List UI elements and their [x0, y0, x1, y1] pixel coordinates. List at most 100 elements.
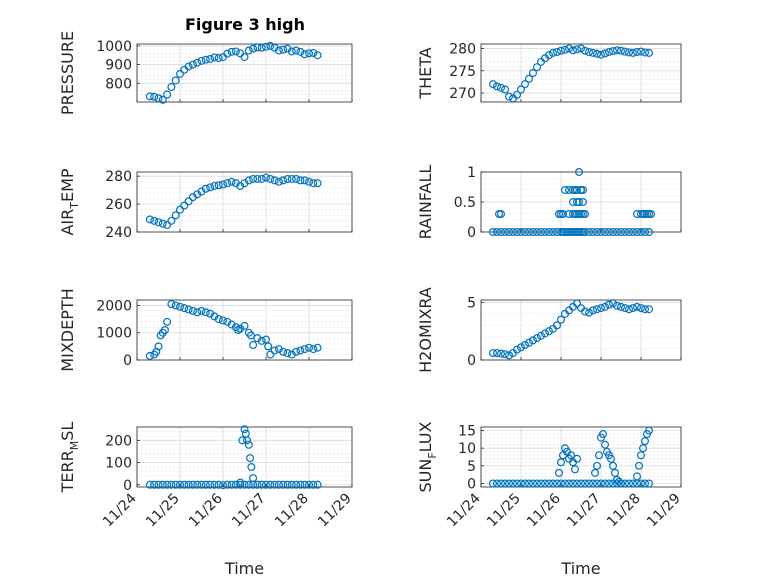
data-point — [266, 480, 275, 489]
data-point — [600, 228, 609, 237]
data-point — [505, 92, 514, 101]
y-axis-label: MIXDEPTH — [58, 288, 77, 371]
data-point — [150, 216, 159, 225]
data-point — [572, 479, 581, 488]
data-point — [266, 41, 275, 50]
y-axis-label: THETA — [416, 47, 435, 99]
data-point — [560, 45, 569, 54]
data-point — [501, 479, 510, 488]
data-point — [568, 46, 577, 55]
data-point — [154, 94, 163, 103]
data-point — [240, 425, 249, 434]
y-tick-label: 0 — [123, 353, 132, 369]
data-point — [497, 83, 506, 92]
data-point — [231, 480, 240, 489]
data-point — [600, 49, 609, 58]
data-point — [544, 228, 553, 237]
x-tick-label: 11/26 — [524, 490, 564, 530]
data-point — [305, 177, 314, 186]
data-point — [616, 479, 625, 488]
data-point — [163, 90, 172, 99]
x-tick-label: 11/24 — [444, 490, 484, 530]
subplot-5: 0 1000 2000 MIXDEPTH — [58, 288, 353, 372]
y-tick-label: 0.5 — [454, 195, 476, 211]
data-point — [154, 342, 163, 351]
data-point — [628, 228, 637, 237]
data-point — [524, 74, 533, 83]
data-point — [150, 92, 159, 101]
data-point — [598, 430, 607, 439]
data-point — [223, 179, 232, 188]
data-point — [489, 228, 498, 237]
x-tick-label: 11/26 — [186, 490, 226, 530]
data-point — [632, 472, 641, 481]
data-point — [592, 479, 601, 488]
subplot-6: 0 5 H2OMIXRA — [416, 287, 682, 373]
data-point — [570, 465, 579, 474]
data-point — [520, 228, 529, 237]
data-point — [287, 174, 296, 183]
data-point — [300, 176, 309, 185]
y-tick-label: 800 — [105, 76, 132, 92]
data-point — [180, 201, 189, 210]
data-point — [167, 300, 176, 309]
data-point — [520, 80, 529, 89]
data-point — [548, 228, 557, 237]
data-point — [560, 479, 569, 488]
data-point — [588, 48, 597, 57]
data-point — [313, 343, 322, 352]
data-point — [176, 69, 185, 78]
data-point — [564, 186, 573, 195]
x-tick-label: 11/29 — [644, 491, 684, 531]
data-point — [219, 481, 228, 490]
y-tick-label: 0 — [123, 478, 132, 494]
y-axis-label-rest: EMP — [58, 168, 77, 202]
data-point — [548, 479, 557, 488]
data-point — [606, 454, 615, 463]
data-point — [584, 48, 593, 57]
data-point — [493, 349, 502, 358]
data-point — [552, 228, 561, 237]
data-point — [580, 479, 589, 488]
y-axis-label-main: TERR — [58, 450, 77, 493]
data-point — [596, 50, 605, 59]
data-point — [210, 181, 219, 190]
data-point — [243, 436, 252, 445]
y-tick-label: 0 — [467, 225, 476, 241]
data-point — [287, 480, 296, 489]
data-point — [580, 307, 589, 316]
x-tick-label: 11/24 — [100, 490, 140, 530]
data-point — [206, 54, 215, 63]
data-point — [296, 176, 305, 185]
data-point — [612, 301, 621, 310]
data-point — [556, 315, 565, 324]
data-point — [188, 306, 197, 315]
data-point — [305, 480, 314, 489]
data-point — [552, 321, 561, 330]
data-point — [270, 480, 279, 489]
data-point — [536, 331, 545, 340]
data-point — [634, 461, 643, 470]
data-point — [608, 299, 617, 308]
data-point — [292, 480, 301, 489]
y-tick-label: 1000 — [96, 326, 132, 342]
data-point — [548, 48, 557, 57]
data-point — [612, 228, 621, 237]
data-point — [524, 479, 533, 488]
data-point — [600, 479, 609, 488]
axes-box — [480, 43, 682, 103]
data-point — [309, 480, 318, 489]
y-axis-label: TERRMSL — [58, 422, 81, 494]
data-point — [544, 327, 553, 336]
data-point — [552, 479, 561, 488]
data-point — [588, 479, 597, 488]
data-point — [608, 47, 617, 56]
data-point — [283, 480, 292, 489]
x-axis-label: Time — [560, 559, 600, 578]
data-point — [193, 480, 202, 489]
y-tick-label: 0 — [467, 353, 476, 369]
data-point — [201, 480, 210, 489]
data-point — [489, 80, 498, 89]
data-point — [624, 48, 633, 57]
